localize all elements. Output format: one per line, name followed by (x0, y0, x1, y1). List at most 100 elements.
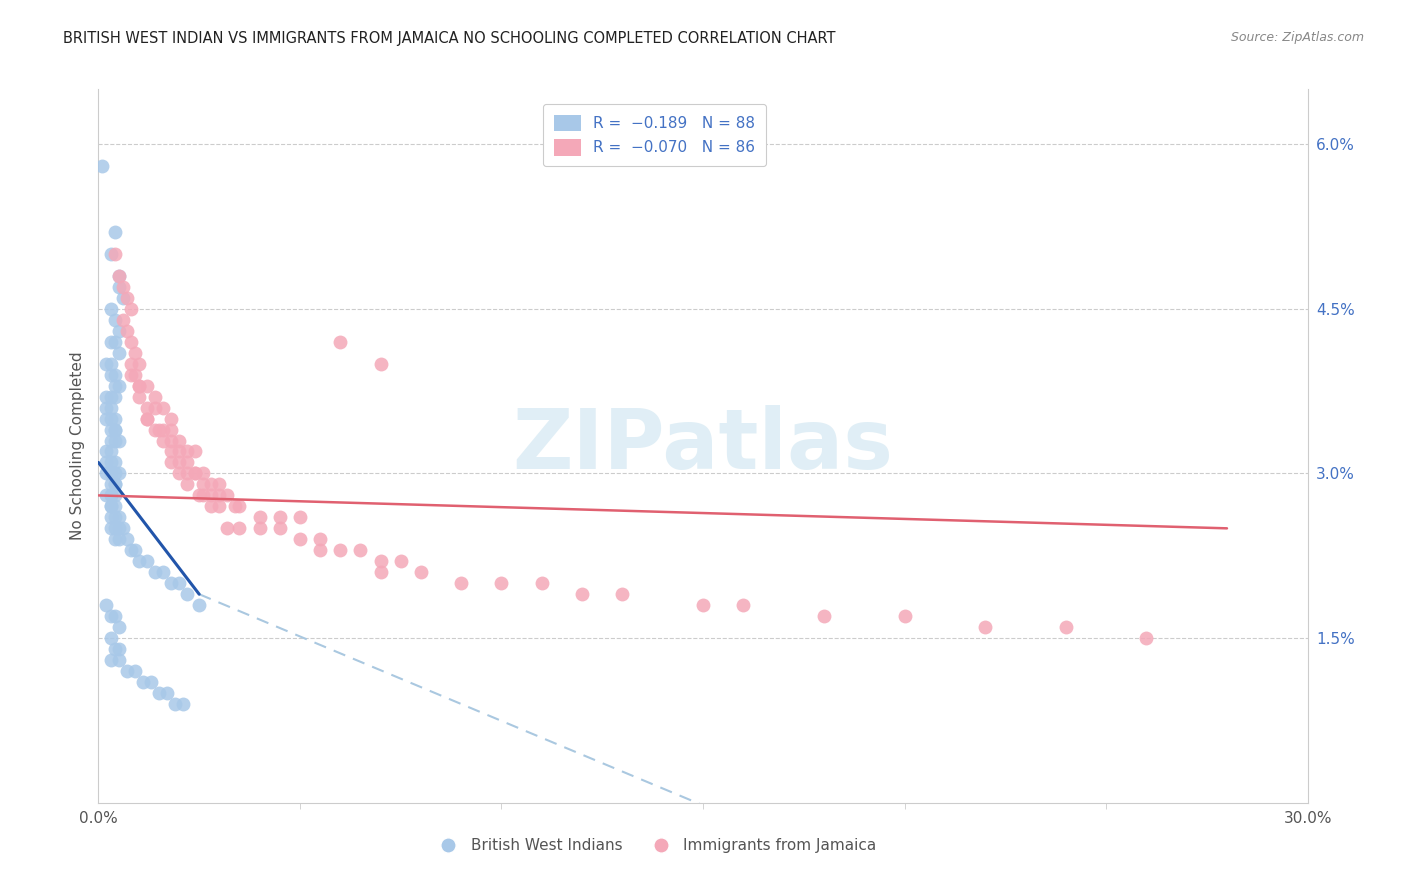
Point (692, 598, 714, 612)
Point (115, 664, 138, 678)
Point (103, 368, 125, 382)
Point (100, 334, 122, 349)
Point (370, 357, 392, 371)
Point (103, 334, 125, 349)
Point (269, 510, 291, 524)
Point (103, 500, 125, 514)
Point (217, 521, 239, 535)
Point (152, 566, 174, 580)
Point (96, 467, 118, 481)
Point (172, 697, 194, 711)
Point (96, 390, 118, 404)
Point (100, 477, 122, 491)
Point (370, 554, 392, 568)
Point (167, 576, 190, 591)
Point (176, 467, 198, 481)
Point (167, 467, 190, 481)
Point (96, 598, 118, 612)
Point (208, 477, 231, 491)
Point (148, 423, 170, 437)
Point (107, 642, 129, 657)
Point (249, 521, 271, 535)
Point (184, 444, 207, 458)
Point (100, 434, 122, 448)
Point (143, 390, 166, 404)
Point (103, 521, 125, 535)
Point (103, 247, 125, 261)
Point (107, 280, 129, 294)
Point (208, 500, 231, 514)
Point (249, 510, 271, 524)
Point (100, 455, 122, 469)
Point (188, 598, 211, 612)
Point (96, 411, 118, 425)
Point (224, 500, 246, 514)
Point (100, 500, 122, 514)
Point (139, 675, 162, 690)
Point (349, 543, 371, 558)
Point (163, 697, 186, 711)
Point (156, 686, 179, 700)
Point (103, 378, 125, 392)
Point (111, 291, 134, 305)
Point (107, 434, 129, 448)
Point (103, 477, 125, 491)
Point (530, 576, 553, 591)
Point (107, 620, 129, 634)
Point (148, 686, 170, 700)
Text: ZIPatlas: ZIPatlas (513, 406, 893, 486)
Point (200, 488, 222, 502)
Point (160, 434, 183, 448)
Point (107, 521, 129, 535)
Point (160, 455, 183, 469)
Point (107, 510, 129, 524)
Point (107, 345, 129, 359)
Point (152, 423, 174, 437)
Point (120, 301, 142, 316)
Point (100, 653, 122, 667)
Point (143, 566, 166, 580)
Point (370, 566, 392, 580)
Point (974, 620, 997, 634)
Point (176, 444, 198, 458)
Point (152, 434, 174, 448)
Point (111, 312, 134, 326)
Point (96, 357, 118, 371)
Point (329, 334, 352, 349)
Point (103, 533, 125, 547)
Legend: British West Indians, Immigrants from Jamaica: British West Indians, Immigrants from Ja… (426, 832, 883, 859)
Point (200, 477, 222, 491)
Point (288, 533, 311, 547)
Point (124, 543, 146, 558)
Point (160, 411, 183, 425)
Point (143, 423, 166, 437)
Point (100, 631, 122, 645)
Point (143, 401, 166, 415)
Point (193, 477, 215, 491)
Point (176, 455, 198, 469)
Point (571, 587, 593, 601)
Point (100, 368, 122, 382)
Point (115, 324, 138, 338)
Point (813, 609, 835, 624)
Point (188, 488, 211, 502)
Point (100, 510, 122, 524)
Point (450, 576, 472, 591)
Point (111, 521, 134, 535)
Point (1054, 620, 1077, 634)
Point (96, 488, 118, 502)
Point (120, 368, 142, 382)
Point (103, 411, 125, 425)
Point (893, 609, 915, 624)
Point (100, 401, 122, 415)
Point (160, 423, 183, 437)
Point (103, 390, 125, 404)
Point (100, 411, 122, 425)
Text: Source: ZipAtlas.com: Source: ZipAtlas.com (1230, 31, 1364, 45)
Point (288, 510, 311, 524)
Point (100, 609, 122, 624)
Point (100, 247, 122, 261)
Point (100, 488, 122, 502)
Point (107, 467, 129, 481)
Point (107, 324, 129, 338)
